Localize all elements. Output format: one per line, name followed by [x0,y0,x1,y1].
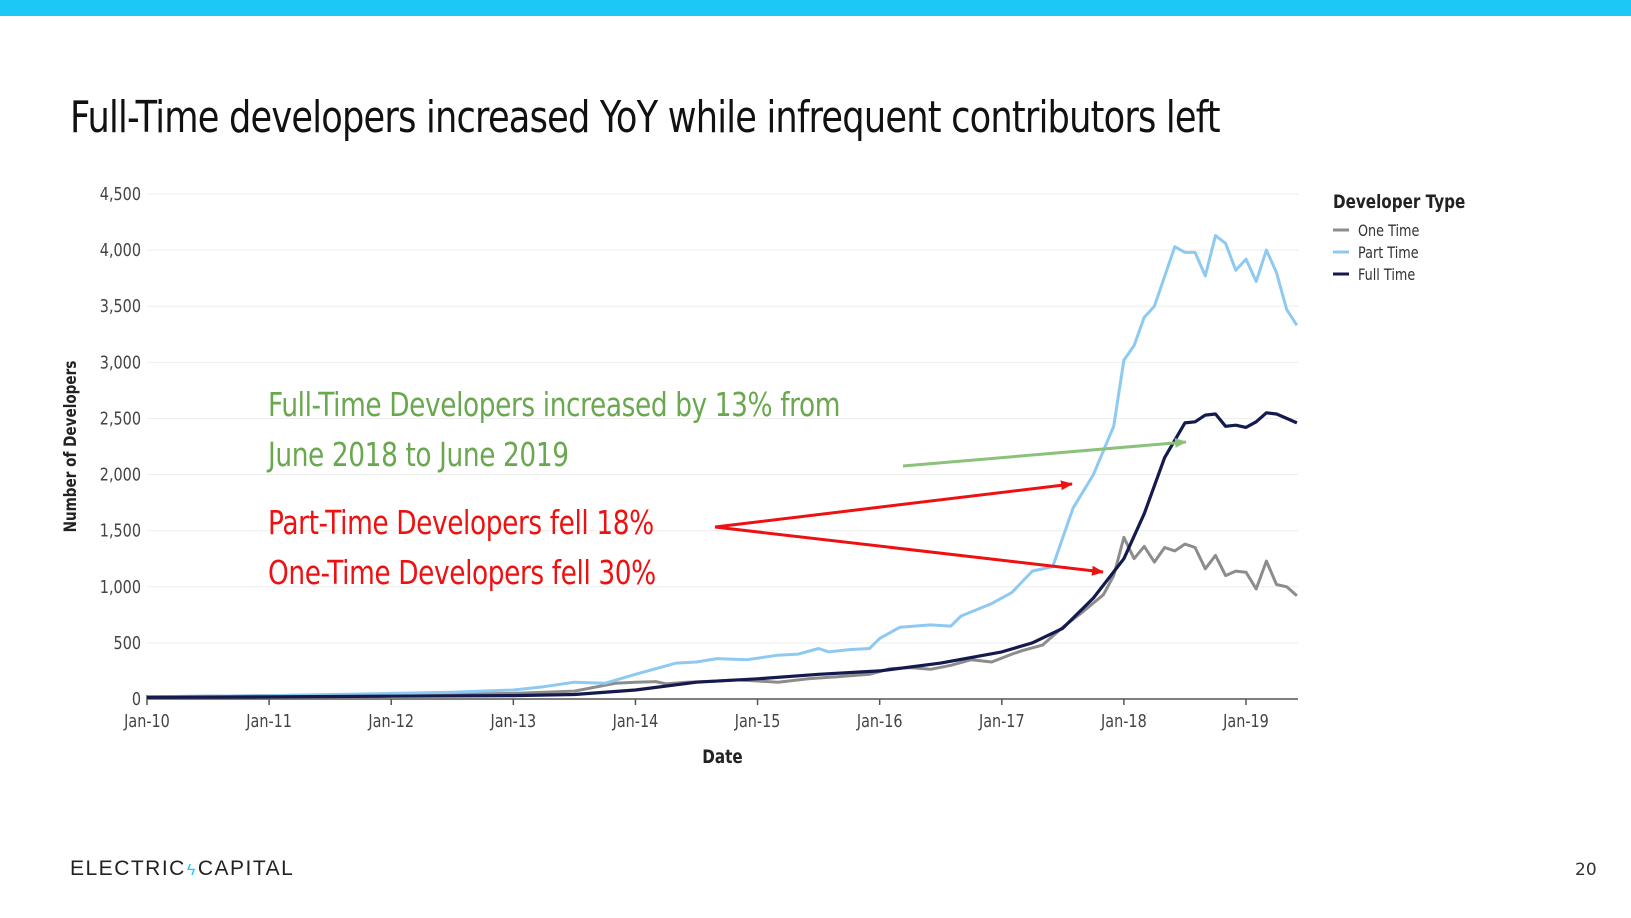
x-tick-label: Jan-11 [245,710,292,731]
arrow-part-time [714,480,1073,529]
annotation-arrows [714,437,1187,576]
y-tick-label: 4,000 [100,240,141,261]
x-tick-label: Jan-19 [1222,710,1269,731]
x-axis-label: Date [702,746,742,768]
annotation-full-time: Full-Time Developers increased by 13% fr… [268,380,840,480]
developer-line-chart: 0 500 1,000 1,500 2,000 2,500 3,000 3,500 4,000 4… [61,183,1466,769]
legend-title: Developer Type [1333,191,1465,213]
x-tick-label: Jan-10 [123,710,170,731]
annotation-decline: Part-Time Developers fell 18% One-Time D… [268,498,656,598]
grid-lines [147,193,1298,644]
y-tick-label: 0 [132,688,141,709]
x-tick-label: Jan-16 [856,710,903,731]
series-line-full-time [146,411,1298,699]
top-accent-bar [0,0,1631,16]
lightning-bolt-icon: ϟ [186,862,197,879]
annotation-one-time: One-Time Developers fell 30% [268,553,656,592]
arrow-one-time [714,525,1104,576]
legend-entry: One Time [1358,223,1419,241]
x-tick-label: Jan-12 [368,710,415,731]
legend-entry: Full Time [1358,267,1415,285]
brand-logo-right: CAPITAL [197,857,295,880]
slide-title: Full-Time developers increased YoY while… [70,92,1221,143]
y-tick-label: 3,500 [100,296,141,317]
y-axis-label: Number of Developers [61,361,81,533]
y-tick-label: 4,500 [100,183,141,204]
annotation-part-time: Part-Time Developers fell 18% [268,503,654,542]
annotation-full-time-line2: June 2018 to June 2019 [268,435,569,474]
y-tick-label: 2,000 [100,464,141,485]
x-tick-label: Jan-15 [734,710,781,731]
x-tick-label: Jan-14 [612,710,659,731]
y-tick-label: 3,000 [100,352,141,373]
y-tick-label: 1,500 [100,520,141,541]
annotation-full-time-line1: Full-Time Developers increased by 13% fr… [268,385,841,424]
x-tick-label: Jan-17 [978,710,1025,731]
x-tick-label: Jan-13 [490,710,537,731]
page-number: 20 [1575,860,1597,880]
series-line-one-time [146,535,1298,699]
legend-entry: Part Time [1358,245,1419,263]
y-tick-label: 1,000 [100,576,141,597]
arrow-full-time [902,437,1187,468]
y-tick-label: 500 [114,632,141,653]
brand-logo: ELECTRICϟCAPITAL [70,857,294,881]
axes: 0 500 1,000 1,500 2,000 2,500 3,000 3,500 4,000 4… [61,183,1298,769]
x-tick-label: Jan-18 [1100,710,1147,731]
y-tick-label: 2,500 [100,408,141,429]
brand-logo-left: ELECTRIC [70,857,186,880]
series-lines [146,234,1299,699]
legend: Developer Type One Time Part Time Full Time [1333,191,1465,284]
series-line-part-time [146,234,1299,699]
